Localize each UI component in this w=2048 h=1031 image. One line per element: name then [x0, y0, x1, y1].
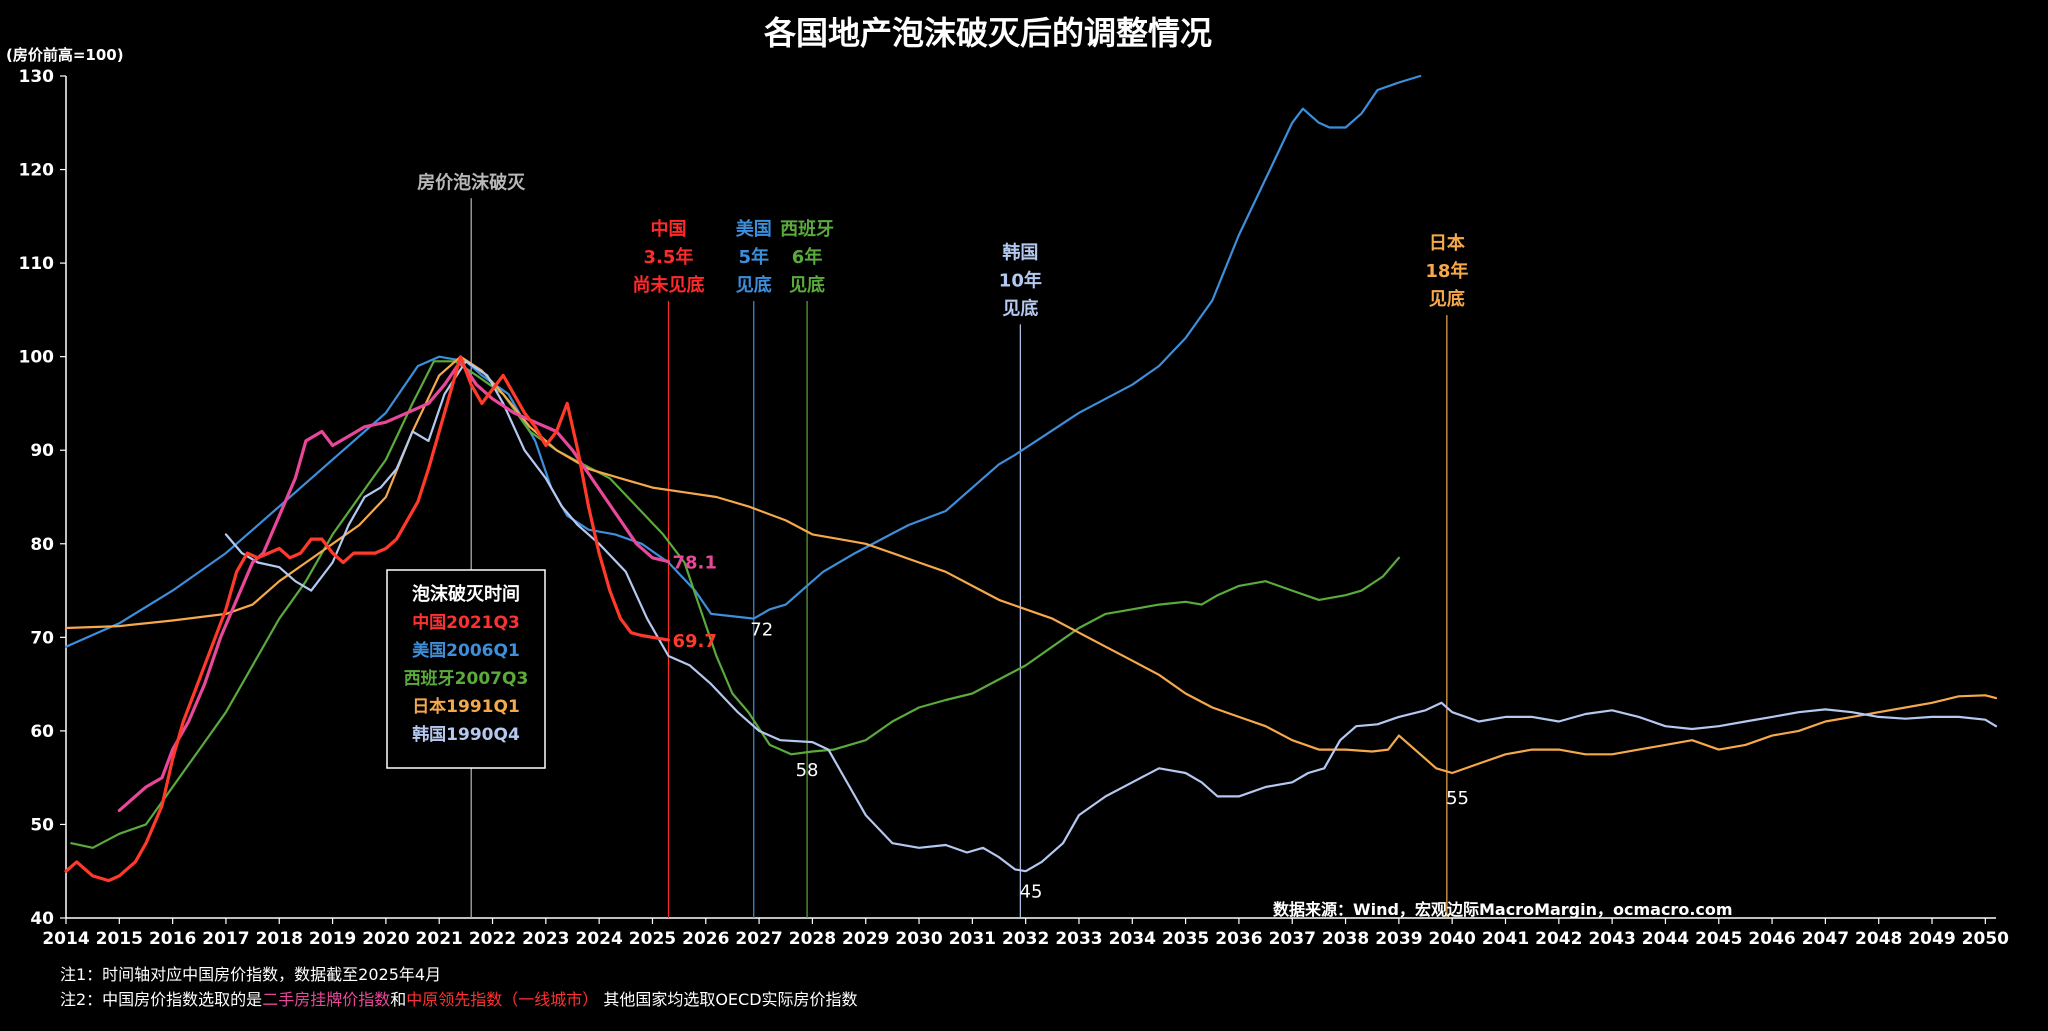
y-tick-label: 90	[30, 441, 54, 461]
legend-box	[386, 569, 546, 769]
x-tick-label: 2032	[1002, 929, 1049, 949]
x-tick-label: 2024	[575, 929, 622, 949]
legend-entry: 韩国1990Q4	[412, 724, 520, 745]
annotation-label: 18年	[1425, 260, 1468, 282]
x-tick-label: 2042	[1535, 929, 1582, 949]
annotation-label: 见底	[1429, 288, 1465, 310]
x-tick-label: 2026	[682, 929, 729, 949]
annotation-label: 见底	[789, 274, 825, 296]
annotation-label: 中国	[650, 218, 686, 240]
x-tick-label: 2023	[522, 929, 569, 949]
x-tick-label: 2046	[1748, 929, 1795, 949]
series-line-spain	[70, 360, 1400, 849]
x-tick-label: 2014	[42, 929, 89, 949]
y-tick-label: 40	[30, 909, 54, 929]
x-tick-label: 2030	[895, 929, 942, 949]
x-tick-label: 2027	[735, 929, 782, 949]
series-line-usa	[64, 74, 1422, 648]
y-tick-label: 80	[30, 535, 54, 555]
y-tick-label: 110	[19, 254, 55, 274]
x-tick-label: 2050	[1962, 929, 2009, 949]
legend-entry: 美国2006Q1	[412, 640, 520, 661]
annotation-lines: 房价泡沫破灭中国3.5年尚未见底美国5年见底西班牙6年见底韩国10年见底日本18…	[417, 171, 1468, 918]
annotation-label: 韩国	[1002, 241, 1038, 263]
trough-value-label: 45	[1020, 881, 1043, 902]
y-axis-label: (房价前高=100)	[6, 46, 124, 64]
x-tick-label: 2045	[1695, 929, 1742, 949]
x-tick-label: 2047	[1802, 929, 1849, 949]
x-tick-label: 2029	[842, 929, 889, 949]
annotation-label: 10年	[999, 269, 1042, 291]
x-tick-label: 2020	[362, 929, 409, 949]
trough-value-label: 72	[750, 619, 773, 640]
footnote-2-prefix: 注2：中国房价指数选取的是	[60, 990, 263, 1009]
x-tick-label: 2049	[1908, 929, 1955, 949]
legend-entry: 日本1991Q1	[412, 696, 520, 717]
footnote-2-suffix: 其他国家均选取OECD实际房价指数	[598, 990, 858, 1009]
x-tick-label: 2048	[1855, 929, 1902, 949]
annotation-label: 3.5年	[644, 246, 694, 268]
y-tick-label: 60	[30, 722, 54, 742]
x-tick-label: 2038	[1322, 929, 1369, 949]
legend-entry: 中国2021Q3	[412, 612, 520, 633]
x-tick-label: 2019	[309, 929, 356, 949]
series-end-label: 69.7	[672, 631, 716, 652]
x-tick-label: 2017	[202, 929, 249, 949]
x-tick-label: 2016	[149, 929, 196, 949]
y-tick-label: 70	[30, 628, 54, 648]
axes: 40 50 60 70 80 90 100 110 120 130 2014 2015 2016 2017…	[19, 67, 2010, 949]
x-tick-label: 2041	[1482, 929, 1529, 949]
x-tick-label: 2036	[1215, 929, 1262, 949]
x-tick-label: 2031	[949, 929, 996, 949]
legend-title: 泡沫破灭时间	[412, 583, 520, 605]
series-end-label: 78.1	[672, 553, 716, 574]
x-tick-label: 2015	[96, 929, 143, 949]
series-line-china_centaline	[64, 355, 671, 883]
footnote-1: 注1：时间轴对应中国房价指数，数据截至2025年4月	[60, 965, 442, 984]
x-tick-label: 2044	[1642, 929, 1689, 949]
x-tick-label: 2039	[1375, 929, 1422, 949]
trough-value-label: 58	[796, 760, 819, 781]
legend-entry: 西班牙2007Q3	[404, 669, 529, 689]
annotation-label: 6年	[792, 246, 823, 268]
x-tick-label: 2021	[416, 929, 463, 949]
chart-title: 各国地产泡沫破灭后的调整情况	[764, 14, 1212, 52]
x-tick-label: 2033	[1055, 929, 1102, 949]
y-tick-label: 50	[30, 815, 54, 835]
x-tick-label: 2018	[256, 929, 303, 949]
footnote-2-centaline: 中原领先指数（一线城市）	[406, 990, 599, 1009]
x-tick-label: 2022	[469, 929, 516, 949]
annotation-label: 日本	[1429, 232, 1465, 254]
x-tick-label: 2034	[1109, 929, 1156, 949]
y-tick-label: 100	[19, 348, 55, 368]
y-tick-label: 130	[19, 67, 55, 87]
data-source: 数据来源：Wind，宏观边际MacroMargin，ocmacro.com	[1273, 900, 1733, 919]
x-tick-label: 2025	[629, 929, 676, 949]
x-tick-label: 2040	[1429, 929, 1476, 949]
annotation-label: 见底	[736, 274, 772, 296]
footnote-2-and: 和	[390, 990, 407, 1009]
annotation-label: 尚未见底	[632, 274, 704, 296]
x-tick-label: 2035	[1162, 929, 1209, 949]
annotation-label: 5年	[738, 246, 769, 268]
annotation-label: 房价泡沫破灭	[417, 171, 526, 193]
annotation-label: 见底	[1002, 297, 1038, 319]
series-lines: 78.1 69.7	[64, 74, 1998, 883]
house-price-chart: 各国地产泡沫破灭后的调整情况 (房价前高=100) 40 50 60 70 80 90 10…	[6, 14, 2010, 949]
annotation-label: 西班牙	[780, 219, 834, 240]
trough-value-label: 55	[1446, 788, 1469, 809]
footnote-2: 注2：中国房价指数选取的是二手房挂牌价指数和中原领先指数（一线城市） 其他国家均…	[60, 986, 858, 1010]
y-tick-label: 120	[19, 161, 55, 181]
x-tick-label: 2043	[1588, 929, 1635, 949]
x-tick-label: 2028	[789, 929, 836, 949]
value-labels: 72 58 45 55	[750, 619, 1469, 902]
x-tick-label: 2037	[1269, 929, 1316, 949]
annotation-label: 美国	[736, 218, 772, 240]
series-line-japan	[64, 355, 1998, 775]
footnote-2-secondhand: 二手房挂牌价指数	[262, 990, 391, 1009]
